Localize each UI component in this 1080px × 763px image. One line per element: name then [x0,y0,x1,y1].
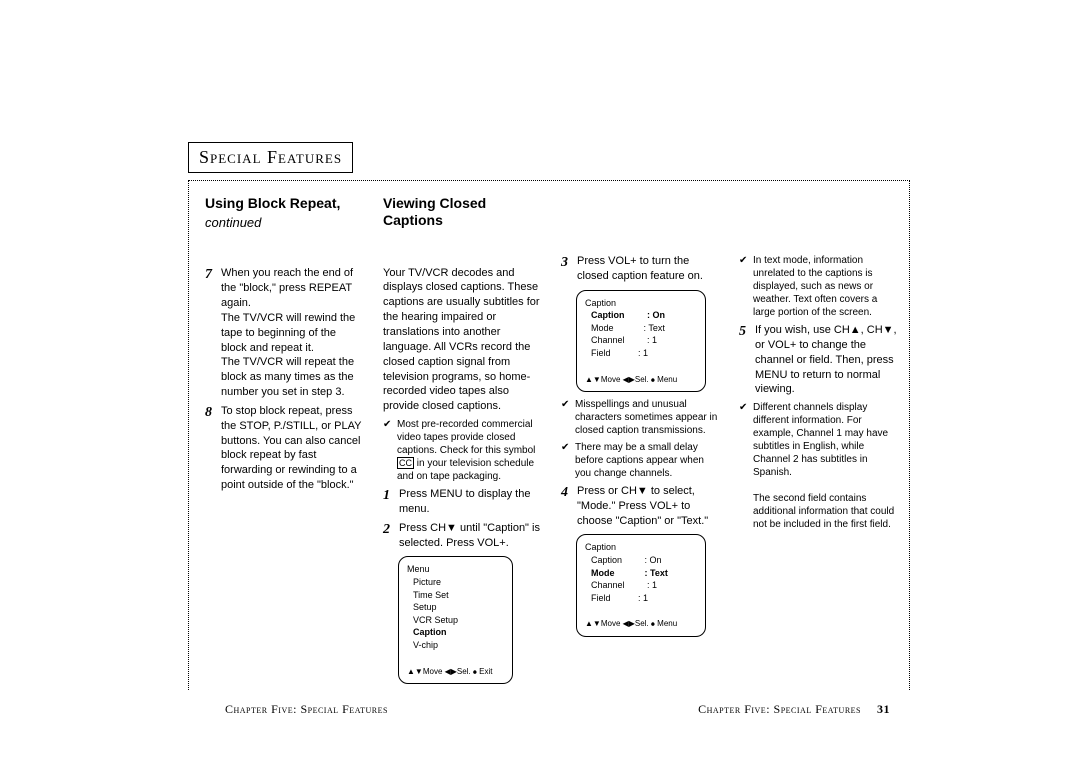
step-text: Press VOL+ to turn the closed caption fe… [577,254,719,284]
osd-title: Caption [585,297,697,310]
step-4: 4 Press or CH▼ to select, "Mode." Press … [561,484,719,529]
step-text: When you reach the end of the "block," p… [221,266,363,400]
osd-row-bold: Caption : On [591,309,697,322]
section-title: Special Features [199,147,342,167]
footer-left: Chapter Five: Special Features [225,702,388,717]
osd-row: Caption : On [591,554,697,567]
osd-item: Picture [413,576,504,589]
step-number: 1 [383,487,399,517]
step-number: 3 [561,254,577,284]
step-7: 7 When you reach the end of the "block,"… [205,266,363,400]
osd-row-bold: Mode : Text [591,567,697,580]
osd-menu-1: Menu Picture Time Set Setup VCR Setup Ca… [398,556,513,683]
page-number: 31 [877,702,890,716]
step-text: To stop block repeat, press the STOP, P.… [221,404,363,493]
step-text: Press or CH▼ to select, "Mode." Press VO… [577,484,719,529]
column-1: Using Block Repeat, continued 7 When you… [205,195,363,690]
col2-intro: Your TV/VCR decodes and displays closed … [383,266,541,414]
osd-title: Menu [407,563,504,576]
note-text: Different channels display different inf… [753,401,897,531]
step-text: If you wish, use CH▲, CH▼, or VOL+ to ch… [755,323,897,397]
note-text: There may be a small delay before captio… [575,441,719,480]
step-text: Press CH▼ until "Caption" is selected. P… [399,521,541,551]
step-8: 8 To stop block repeat, press the STOP, … [205,404,363,493]
footer-right: Chapter Five: Special Features31 [698,702,890,717]
step-number: 7 [205,266,221,400]
osd-title: Caption [585,541,697,554]
step-5: 5 If you wish, use CH▲, CH▼, or VOL+ to … [739,323,897,397]
osd-footer: ▲▼Move ◀▶Sel. ⦁ Menu [585,374,697,385]
osd-row: Field : 1 [591,592,697,605]
osd-menu-3: Caption Caption : On Mode : Text Channel… [576,534,706,636]
osd-row: Field : 1 [591,347,697,360]
step-3: 3 Press VOL+ to turn the closed caption … [561,254,719,284]
osd-menu-2: Caption Caption : On Mode : Text Channel… [576,290,706,392]
osd-row: Mode : Text [591,322,697,335]
note-4: ✔ In text mode, information unrelated to… [739,254,897,319]
note-5: ✔ Different channels display different i… [739,401,897,531]
columns: Using Block Repeat, continued 7 When you… [205,195,905,690]
cc-symbol: CC [397,457,414,469]
check-icon: ✔ [561,398,575,437]
step-number: 2 [383,521,399,551]
step-1: 1 Press MENU to display the menu. [383,487,541,517]
note-1: ✔ Most pre-recorded commercial video tap… [383,418,541,483]
col1-continued: continued [205,214,363,232]
note-3: ✔ There may be a small delay before capt… [561,441,719,480]
note-text: Misspellings and unusual characters some… [575,398,719,437]
osd-footer: ▲▼Move ◀▶Sel. ⦁ Exit [407,666,504,677]
note-text: In text mode, information unrelated to t… [753,254,897,319]
step-number: 5 [739,323,755,397]
check-icon: ✔ [561,441,575,480]
step-text: Press MENU to display the menu. [399,487,541,517]
column-2: Viewing Closed Captions Your TV/VCR deco… [383,195,541,690]
step-number: 8 [205,404,221,493]
osd-row: Channel : 1 [591,334,697,347]
osd-item: VCR Setup [413,614,504,627]
step-2: 2 Press CH▼ until "Caption" is selected.… [383,521,541,551]
column-4: ✔ In text mode, information unrelated to… [739,195,897,690]
check-icon: ✔ [739,401,753,531]
column-3: 3 Press VOL+ to turn the closed caption … [561,195,719,690]
osd-item: Time Set [413,589,504,602]
osd-footer: ▲▼Move ◀▶Sel. ⦁ Menu [585,618,697,629]
col1-heading: Using Block Repeat, [205,195,363,212]
section-title-box: Special Features [188,142,353,173]
col2-heading: Viewing Closed Captions [383,195,541,229]
step-number: 4 [561,484,577,529]
check-icon: ✔ [383,418,397,483]
osd-row: Channel : 1 [591,579,697,592]
osd-item: V-chip [413,639,504,652]
note-2: ✔ Misspellings and unusual characters so… [561,398,719,437]
check-icon: ✔ [739,254,753,319]
osd-item: Setup [413,601,504,614]
osd-item-bold: Caption [413,626,504,639]
note-text: Most pre-recorded commercial video tapes… [397,418,541,483]
